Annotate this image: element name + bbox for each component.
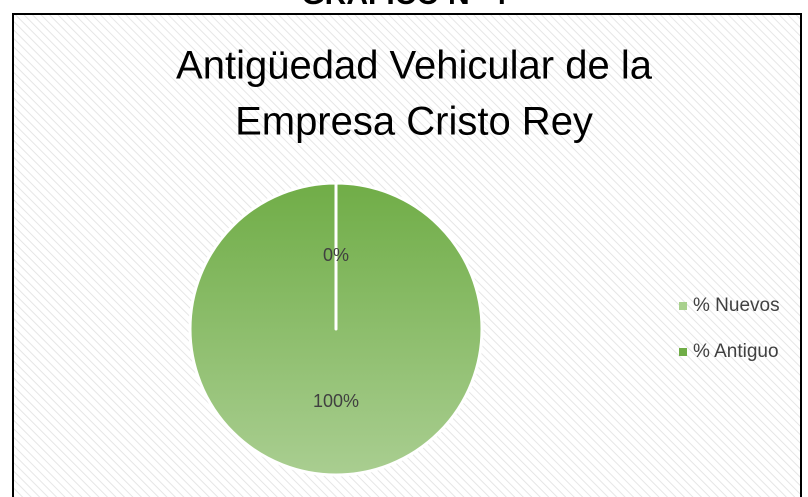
- legend-swatch: [679, 302, 687, 310]
- chart-title: Empresa Cristo Rey: [235, 100, 593, 144]
- pie-slice: [188, 181, 484, 477]
- legend-label: % Nuevos: [693, 295, 780, 316]
- legend-swatch: [679, 348, 687, 356]
- heading: GRAFICO N° 4: [301, 0, 507, 11]
- chart-title: Antigüedad Vehicular de la: [176, 44, 653, 88]
- legend-label: % Antiguo: [693, 341, 779, 362]
- data-label: 0%: [323, 245, 349, 265]
- data-label: 100%: [313, 391, 359, 411]
